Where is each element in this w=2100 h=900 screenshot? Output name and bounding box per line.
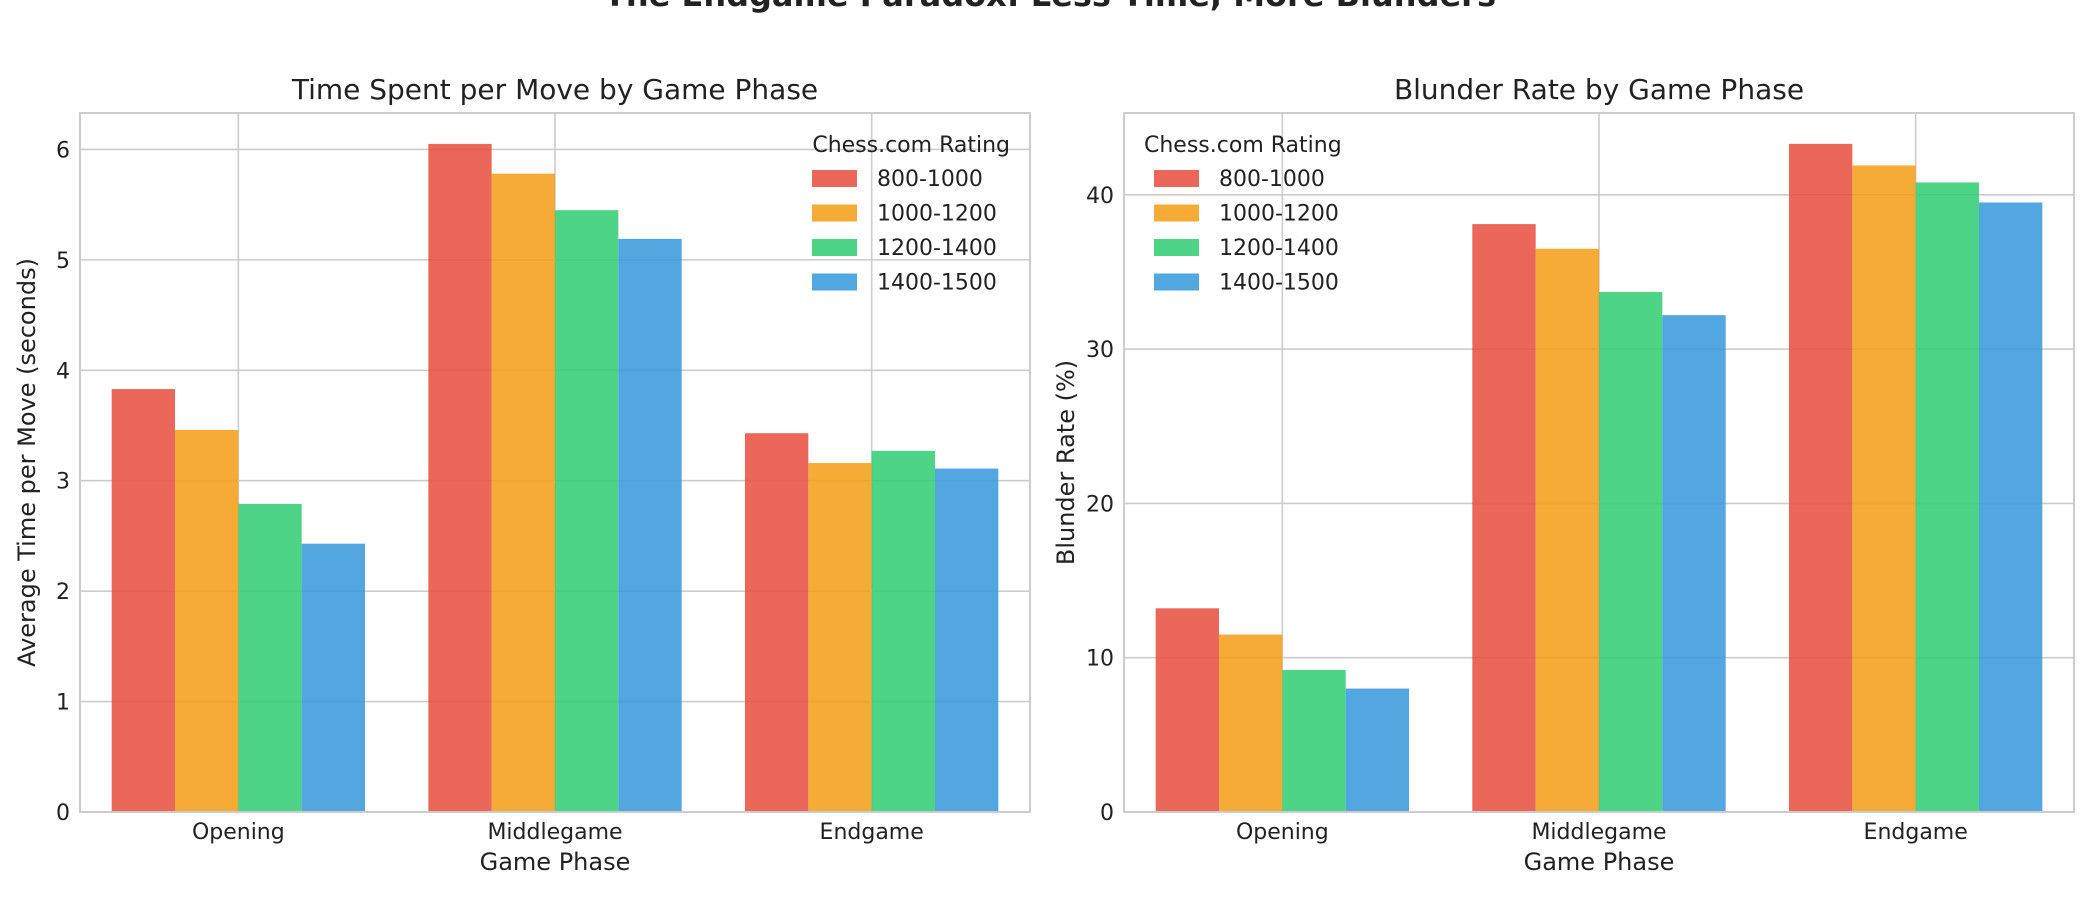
- bar-800-1000-endgame: [1789, 143, 1853, 812]
- blunder-rate-chart: 0 10 20 30 40 Opening Middlegame Endgame Blunder…: [1052, 73, 2075, 876]
- x-tick-label: Middlegame: [1531, 820, 1666, 845]
- x-tick-label: Endgame: [820, 820, 924, 845]
- y-tick-label: 40: [1086, 184, 1114, 209]
- legend-label: 1000-1200: [1219, 202, 1339, 227]
- y-tick-label: 10: [1086, 647, 1114, 672]
- legend-swatch: [1154, 239, 1199, 256]
- legend-label: 1400-1500: [877, 271, 997, 296]
- y-tick-label: 30: [1086, 338, 1114, 363]
- bars: [111, 143, 999, 813]
- y-tick-label: 2: [56, 580, 70, 605]
- y-tick-label: 0: [1100, 801, 1114, 826]
- bar-800-1000-endgame: [745, 433, 809, 812]
- x-axis-label: Game Phase: [480, 848, 631, 876]
- bar-1400-1500-opening: [1345, 688, 1409, 812]
- legend-swatch: [1154, 170, 1199, 187]
- legend-swatch: [1154, 204, 1199, 222]
- bar-1200-1400-middlegame: [1599, 291, 1663, 812]
- y-tick-label: 1: [56, 691, 70, 716]
- y-axis-label: Blunder Rate (%): [1052, 360, 1080, 565]
- chart-title: Time Spent per Move by Game Phase: [291, 73, 818, 106]
- legend-title: Chess.com Rating: [1144, 133, 1342, 158]
- bar-1000-1200-opening: [175, 429, 239, 812]
- legend-label: 1200-1400: [877, 236, 997, 261]
- y-tick-label: 6: [56, 138, 70, 163]
- legend-label: 1400-1500: [1219, 271, 1339, 296]
- legend: Chess.com Rating 800-1000 1000-1200 1200-14…: [812, 133, 1010, 296]
- legend-label: 800-1000: [1219, 167, 1325, 192]
- bar-800-1000-opening: [1155, 608, 1219, 812]
- bar-1200-1400-middlegame: [555, 210, 619, 812]
- x-tick-label: Opening: [192, 820, 285, 845]
- time-per-move-chart: 0 1 2 3 4 5 6 Opening Middlegame Endgame Time Spen…: [13, 73, 1031, 876]
- x-tick-label: Endgame: [1864, 820, 1968, 845]
- bar-1200-1400-opening: [238, 503, 302, 812]
- legend-title: Chess.com Rating: [812, 133, 1010, 158]
- y-tick-label: 0: [56, 801, 70, 826]
- bar-1200-1400-opening: [1282, 670, 1346, 812]
- bar-1400-1500-middlegame: [1662, 315, 1726, 812]
- y-axis-label: Average Time per Move (seconds): [13, 258, 41, 667]
- figure-suptitle: The Endgame Paradox: Less Time, More Blu…: [604, 0, 1496, 14]
- legend-label: 1000-1200: [877, 202, 997, 227]
- bar-1000-1200-endgame: [808, 463, 872, 812]
- bar-1200-1400-endgame: [1915, 182, 1979, 813]
- legend-swatch: [812, 204, 857, 222]
- x-axis-label: Game Phase: [1524, 848, 1675, 876]
- legend: Chess.com Rating 800-1000 1000-1200 1200-14…: [1144, 133, 1342, 296]
- bar-800-1000-middlegame: [1472, 224, 1536, 812]
- legend-swatch: [812, 170, 857, 187]
- bar-800-1000-opening: [111, 389, 175, 812]
- y-tick-label: 3: [56, 470, 70, 495]
- y-tick-label: 5: [56, 249, 70, 274]
- bar-1000-1200-middlegame: [491, 173, 555, 812]
- bar-1400-1500-endgame: [935, 468, 999, 812]
- x-tick-label: Middlegame: [487, 820, 622, 845]
- legend-swatch: [812, 239, 857, 256]
- legend-swatch: [812, 273, 857, 291]
- bar-1000-1200-endgame: [1852, 165, 1916, 813]
- bars: [1155, 143, 2043, 813]
- chart-title: Blunder Rate by Game Phase: [1394, 73, 1804, 106]
- y-tick-label: 4: [56, 359, 70, 384]
- legend-label: 1200-1400: [1219, 236, 1339, 261]
- plot-frame: [79, 112, 1031, 813]
- bar-1000-1200-opening: [1219, 634, 1283, 812]
- bar-1400-1500-middlegame: [618, 238, 682, 813]
- x-tick-label: Opening: [1236, 820, 1329, 845]
- legend-swatch: [1154, 273, 1199, 291]
- y-tick-label: 20: [1086, 492, 1114, 517]
- bar-1400-1500-opening: [301, 543, 365, 812]
- bar-1000-1200-middlegame: [1535, 248, 1599, 812]
- plot-frame: [1123, 112, 2075, 813]
- bar-1400-1500-endgame: [1979, 202, 2043, 812]
- bar-1200-1400-endgame: [871, 450, 935, 812]
- bar-800-1000-middlegame: [428, 143, 492, 812]
- legend-label: 800-1000: [877, 167, 983, 192]
